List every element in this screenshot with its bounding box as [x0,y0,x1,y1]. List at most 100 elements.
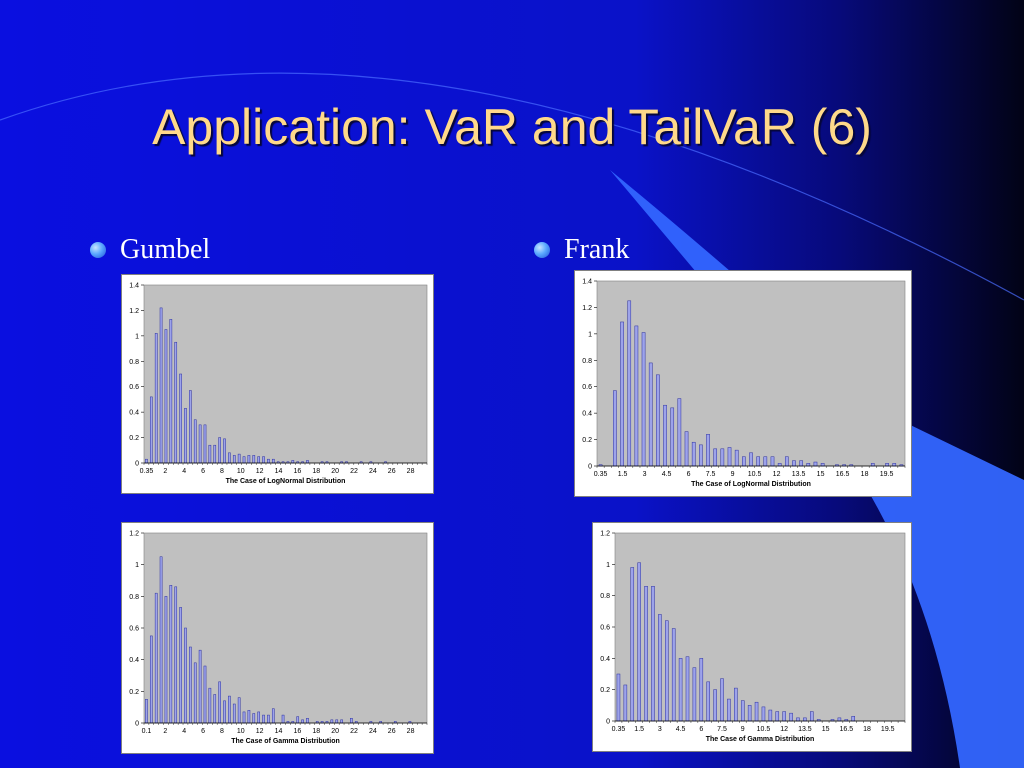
histogram-bar [203,665,207,724]
histogram-bar [350,718,353,724]
histogram-bar [620,321,624,467]
histogram-bar [677,398,682,467]
y-tick-label: 0.4 [129,657,139,664]
x-tick-label: 1.5 [634,726,644,733]
histogram-bar [154,592,158,724]
x-tick-label: 12 [256,728,264,735]
histogram-bar [768,709,773,722]
histogram-bar [145,458,148,464]
decor-arc-line [0,72,1024,301]
histogram-bar [616,673,621,722]
y-tick-label: 0.8 [129,594,139,601]
y-tick-label: 1.2 [129,531,139,538]
x-tick-label: 19.5 [880,471,894,478]
histogram-bar [644,586,648,722]
histogram-bar [656,374,660,467]
bullet-dot-icon [534,242,550,258]
histogram-bar [306,718,309,724]
y-tick-label: 0.2 [129,435,139,442]
y-tick-label: 0.8 [600,593,610,600]
histogram-bar [670,407,675,467]
x-tick-label: 0.35 [140,468,154,475]
x-tick-label: 6 [201,728,205,735]
histogram-bar [740,700,745,722]
x-tick-label: 22 [350,468,358,475]
x-axis-title: The Case of Gamma Distribution [231,738,340,745]
chart-gumbel-gamma: 0 0.2 0.4 0.6 0.8 1 1.2 0.1 2 4 6 8 10 12 14 16 18 20 22 24… [121,522,434,754]
histogram-bar [145,699,148,724]
x-tick-label: 14 [275,728,283,735]
x-tick-label: 10.5 [757,726,771,733]
histogram-bar [149,396,153,464]
histogram-bar [727,447,732,467]
histogram-bar [792,460,796,467]
y-tick-label: 0.2 [600,687,610,694]
decor-curve [610,170,1024,768]
x-tick-label: 9 [731,471,735,478]
histogram-bar [784,456,789,467]
histogram-bar [267,714,270,724]
x-tick-label: 4.5 [662,471,672,478]
histogram-bar [734,449,739,467]
histogram-bar [713,689,717,722]
histogram-bar [208,687,212,724]
x-tick-label: 0.35 [612,726,626,733]
histogram-bar [149,635,153,724]
histogram-bar [789,712,793,722]
histogram-bar [837,717,842,722]
histogram-bar [699,658,704,722]
histogram-bar [267,458,270,464]
x-tick-label: 24 [369,728,377,735]
x-tick-label: 9 [741,726,745,733]
histogram-bar [685,656,690,722]
x-tick-label: 10 [237,728,245,735]
histogram-bar [727,698,731,722]
x-tick-label: 7.5 [706,471,716,478]
x-tick-label: 18 [863,726,871,733]
histogram-bar [630,567,635,722]
plot-area [596,280,906,467]
histogram-bar [213,694,217,724]
y-tick-label: 0.2 [129,689,139,696]
y-tick-label: 1.4 [582,279,592,286]
histogram-bar [770,456,775,467]
histogram-bar [223,700,226,724]
histogram-bar [613,390,617,467]
bullet-label: Frank [564,234,630,265]
histogram-bar [851,716,855,722]
histogram-bar [262,714,265,724]
x-tick-label: 15 [817,471,825,478]
x-tick-label: 18 [312,468,320,475]
y-tick-label: 0.2 [582,437,592,444]
x-tick-label: 4 [182,468,186,475]
x-tick-label: 10.5 [748,471,762,478]
histogram-bar [193,662,197,724]
histogram-bar [218,437,221,464]
x-tick-label: 12 [780,726,788,733]
x-tick-label: 10 [237,468,245,475]
histogram-bar [203,424,207,464]
histogram-chart: 00.20.40.60.811.21.40.35 2 4 6 8 10 12 14 16 18 20… [129,283,428,485]
x-tick-label: 1.5 [618,471,628,478]
histogram-bar [749,452,753,467]
histogram-bar [252,455,256,464]
histogram-bar [684,431,689,467]
bullet-frank: Frank [534,234,629,266]
histogram-bar [174,341,178,464]
x-tick-label: 0.35 [594,471,608,478]
x-tick-label: 6 [699,726,703,733]
histogram-bar [663,404,667,467]
histogram-bar [237,697,241,724]
y-tick-label: 0.6 [600,625,610,632]
histogram-bar [281,714,285,724]
histogram-bar [641,332,646,467]
histogram-bar [232,455,236,464]
x-tick-label: 12 [256,468,264,475]
histogram-chart: 00.20.40.60.811.20.1 2 4 6 8 10 12 14 16 18 20 22 24… [129,531,428,745]
histogram-bar [648,362,653,467]
x-tick-label: 2 [163,728,167,735]
x-tick-label: 19.5 [881,726,895,733]
histogram-bar [271,708,275,724]
histogram-bar [242,456,246,464]
x-tick-label: 13.5 [798,726,812,733]
